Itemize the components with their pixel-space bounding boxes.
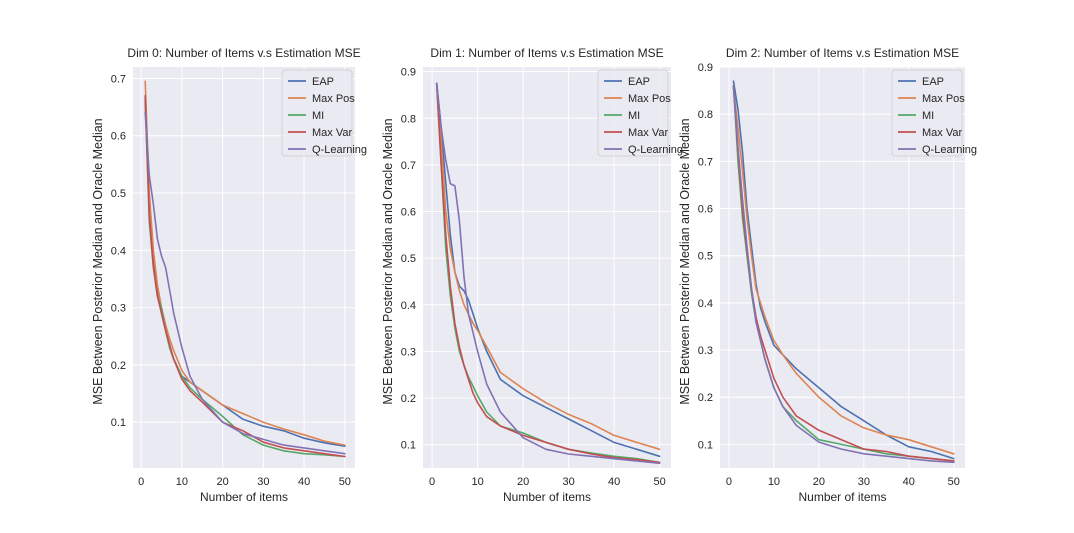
legend-label: Q-Learning bbox=[312, 144, 367, 156]
y-tick-label: 0.7 bbox=[401, 160, 416, 172]
y-tick-label: 0.4 bbox=[698, 298, 713, 310]
series-line-mi bbox=[435, 82, 661, 464]
chart-title: Dim 0: Number of Items v.s Estimation MS… bbox=[127, 46, 360, 60]
legend-label: MI bbox=[922, 110, 934, 122]
legend-label: MI bbox=[628, 110, 640, 122]
y-tick-label: 0.8 bbox=[401, 113, 416, 125]
series-line-q-learning bbox=[435, 82, 661, 465]
x-tick-label: 30 bbox=[562, 476, 574, 488]
legend-label: Max Pos bbox=[922, 93, 965, 105]
x-tick-label: 30 bbox=[858, 476, 870, 488]
series-line-max-pos bbox=[732, 87, 955, 455]
chart-title: Dim 1: Number of Items v.s Estimation MS… bbox=[430, 46, 663, 60]
series-line-max-pos bbox=[435, 82, 661, 451]
x-axis-label: Number of items bbox=[798, 490, 886, 504]
x-tick-label: 20 bbox=[813, 476, 825, 488]
x-tick-label: 10 bbox=[471, 476, 483, 488]
y-tick-label: 0.2 bbox=[698, 392, 713, 404]
y-tick-label: 0.4 bbox=[401, 300, 416, 312]
legend-label: Q-Learning bbox=[922, 144, 977, 156]
y-tick-label: 0.3 bbox=[111, 303, 126, 315]
y-tick-label: 0.6 bbox=[698, 204, 713, 216]
x-axis-label: Number of items bbox=[200, 490, 288, 504]
legend-label: EAP bbox=[628, 76, 650, 88]
y-tick-label: 0.9 bbox=[698, 62, 713, 74]
y-tick-label: 0.1 bbox=[698, 439, 713, 451]
x-tick-label: 20 bbox=[216, 476, 228, 488]
legend-label: MI bbox=[312, 110, 324, 122]
y-tick-label: 0.7 bbox=[111, 73, 126, 85]
y-tick-label: 0.2 bbox=[401, 393, 416, 405]
y-tick-label: 0.1 bbox=[111, 417, 126, 429]
subplot-1: 0 10 20 30 40 50 0.1 0.2 0.3 0.4 0.5 0.6 0.7 0.8 0.9 Di… bbox=[381, 46, 683, 504]
y-axis-label: MSE Between Posterior Median and Oracle … bbox=[678, 118, 692, 404]
series-line-eap bbox=[732, 80, 955, 460]
series-line-eap bbox=[435, 82, 661, 458]
y-tick-label: 0.3 bbox=[698, 345, 713, 357]
series-line-max-var bbox=[435, 82, 661, 464]
legend-label: Max Var bbox=[312, 127, 352, 139]
legend-label: Q-Learning bbox=[628, 144, 683, 156]
series-line-max-pos bbox=[144, 80, 346, 446]
legend-box bbox=[891, 69, 963, 157]
legend-label: Max Pos bbox=[628, 93, 671, 105]
x-tick-label: 0 bbox=[726, 476, 732, 488]
legend: EAP Max Pos MI Max Var Q-Learning bbox=[891, 69, 977, 157]
y-tick-label: 0.4 bbox=[111, 245, 126, 257]
y-tick-label: 0.1 bbox=[401, 440, 416, 452]
y-tick-label: 0.7 bbox=[698, 156, 713, 168]
legend-label: Max Var bbox=[628, 127, 668, 139]
chart-title: Dim 2: Number of Items v.s Estimation MS… bbox=[726, 46, 959, 60]
x-tick-label: 30 bbox=[257, 476, 269, 488]
series-line-q-learning bbox=[144, 112, 346, 455]
y-tick-label: 0.5 bbox=[698, 251, 713, 263]
y-tick-label: 0.2 bbox=[111, 360, 126, 372]
x-tick-label: 50 bbox=[948, 476, 960, 488]
subplot-0: 0 10 20 30 40 50 0.1 0.2 0.3 0.4 0.5 0.6 0.7 Dim 0: N… bbox=[91, 46, 367, 504]
y-axis-label: MSE Between Posterior Median and Oracle … bbox=[91, 118, 105, 404]
legend: EAP Max Pos MI Max Var Q-Learning bbox=[281, 69, 367, 157]
x-tick-label: 40 bbox=[608, 476, 620, 488]
legend: EAP Max Pos MI Max Var Q-Learning bbox=[597, 69, 683, 157]
x-tick-label: 10 bbox=[768, 476, 780, 488]
y-tick-label: 0.6 bbox=[401, 207, 416, 219]
x-tick-label: 40 bbox=[298, 476, 310, 488]
x-tick-label: 10 bbox=[176, 476, 188, 488]
x-tick-label: 40 bbox=[903, 476, 915, 488]
y-tick-label: 0.8 bbox=[698, 109, 713, 121]
y-tick-label: 0.6 bbox=[111, 131, 126, 143]
legend-label: Max Pos bbox=[312, 93, 355, 105]
y-tick-label: 0.5 bbox=[111, 188, 126, 200]
y-tick-label: 0.5 bbox=[401, 253, 416, 265]
subplot-2: 0 10 20 30 40 50 0.1 0.2 0.3 0.4 0.5 0.6 0.7 0.8 0.9 Di… bbox=[678, 46, 977, 504]
x-tick-label: 50 bbox=[339, 476, 351, 488]
legend-box bbox=[281, 69, 353, 157]
x-tick-label: 50 bbox=[653, 476, 665, 488]
y-tick-label: 0.9 bbox=[401, 67, 416, 79]
x-axis-label: Number of items bbox=[503, 490, 591, 504]
legend-box bbox=[597, 69, 669, 157]
x-tick-label: 20 bbox=[517, 476, 529, 488]
y-tick-label: 0.3 bbox=[401, 346, 416, 358]
legend-label: EAP bbox=[922, 76, 944, 88]
series-line-max-var bbox=[144, 94, 346, 458]
x-tick-label: 0 bbox=[138, 476, 144, 488]
y-axis-label: MSE Between Posterior Median and Oracle … bbox=[381, 118, 395, 404]
x-tick-label: 0 bbox=[429, 476, 435, 488]
series-line-q-learning bbox=[732, 85, 955, 464]
legend-label: Max Var bbox=[922, 127, 962, 139]
legend-label: EAP bbox=[312, 76, 334, 88]
